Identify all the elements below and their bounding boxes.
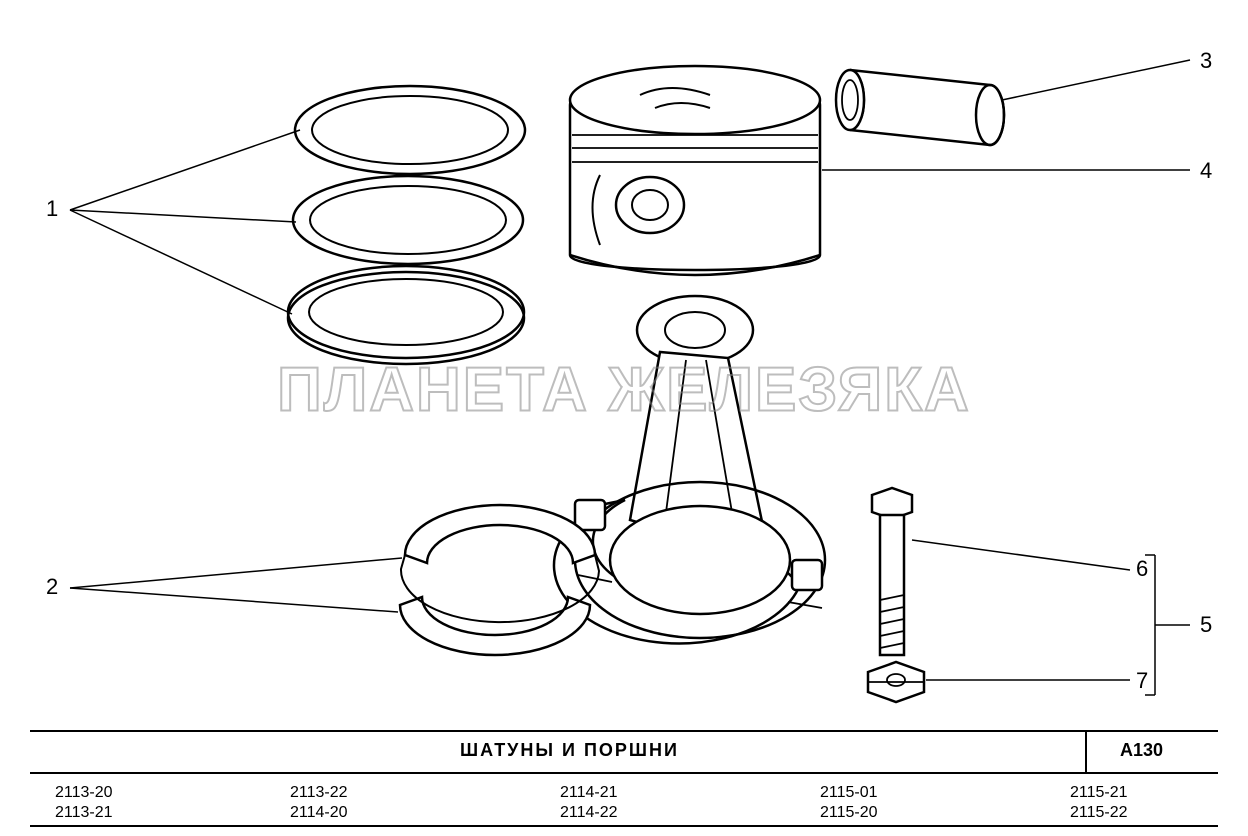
callout-4: 4 xyxy=(1200,158,1212,184)
callout-6: 6 xyxy=(1136,556,1148,582)
model-r2c4: 2115-20 xyxy=(820,804,878,822)
model-r1c5: 2115-21 xyxy=(1070,784,1128,802)
model-r1c3: 2114-21 xyxy=(560,784,618,802)
model-r2c3: 2114-22 xyxy=(560,804,618,822)
callout-3: 3 xyxy=(1200,48,1212,74)
model-r2c2: 2114-20 xyxy=(290,804,348,822)
model-r2c5: 2115-22 xyxy=(1070,804,1128,822)
model-r2c1: 2113-21 xyxy=(55,804,113,822)
model-r1c2: 2113-22 xyxy=(290,784,348,802)
section-code: A130 xyxy=(1120,740,1163,761)
callout-5: 5 xyxy=(1200,612,1212,638)
model-r1c1: 2113-20 xyxy=(55,784,113,802)
title-separator xyxy=(1085,730,1087,772)
diagram-title: ШАТУНЫ И ПОРШНИ xyxy=(460,740,679,761)
callout-1: 1 xyxy=(46,196,58,222)
parts-drawing xyxy=(0,0,1248,720)
model-r1c4: 2115-01 xyxy=(820,784,878,802)
callout-2: 2 xyxy=(46,574,58,600)
callout-7: 7 xyxy=(1136,668,1148,694)
diagram-area: 1 2 3 4 5 6 7 ПЛАНЕТА ЖЕЛЕЗЯКА xyxy=(0,0,1248,720)
